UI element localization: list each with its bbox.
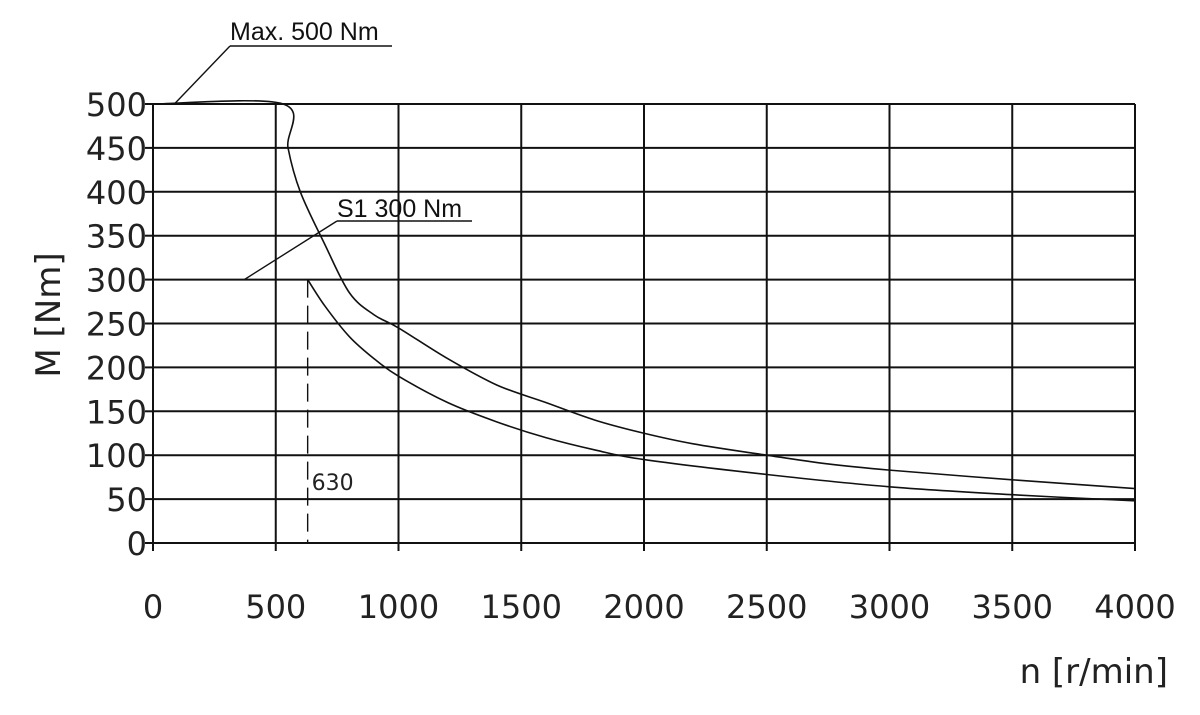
y-tick-label: 300 bbox=[86, 262, 147, 300]
y-tick-label: 150 bbox=[86, 393, 147, 431]
y-tick-label: 350 bbox=[86, 218, 147, 256]
y-tick-label: 0 bbox=[127, 525, 147, 563]
y-tick-label: 50 bbox=[106, 481, 147, 519]
x-tick-label: 1000 bbox=[358, 588, 439, 626]
y-tick-label: 450 bbox=[86, 130, 147, 168]
x-tick-label: 1500 bbox=[481, 588, 562, 626]
annotation-max-torque: Max. 500 Nm bbox=[230, 18, 379, 46]
y-tick-label: 200 bbox=[86, 349, 147, 387]
x-tick-label: 3000 bbox=[849, 588, 930, 626]
grid bbox=[145, 103, 1136, 551]
x-tick-label: 4000 bbox=[1094, 588, 1175, 626]
x-tick-label: 500 bbox=[245, 588, 306, 626]
x-tick-label: 2500 bbox=[726, 588, 807, 626]
annotation-leader bbox=[173, 45, 231, 105]
y-tick-label: 100 bbox=[86, 437, 147, 475]
annotations: Max. 500 Nm S1 300 Nm 630 bbox=[173, 18, 472, 543]
max-torque-curve bbox=[152, 99, 1136, 490]
annotation-s1-torque: S1 300 Nm bbox=[337, 195, 462, 223]
annotation-rated-speed: 630 bbox=[312, 471, 354, 496]
y-tick-label: 250 bbox=[86, 306, 147, 344]
tick-labels: 0 500 1000 1500 2000 2500 3000 3500 4000 0 50 100 15… bbox=[86, 86, 1176, 626]
y-axis-label: M [Nm] bbox=[29, 252, 69, 377]
annotation-leader bbox=[243, 220, 338, 281]
y-tick-label: 400 bbox=[86, 174, 147, 212]
y-tick-label: 500 bbox=[86, 86, 147, 124]
curves bbox=[152, 99, 1136, 502]
x-tick-label: 2000 bbox=[603, 588, 684, 626]
x-tick-label: 0 bbox=[143, 588, 163, 626]
s1-torque-curve bbox=[306, 279, 1136, 502]
x-tick-label: 3500 bbox=[972, 588, 1053, 626]
x-axis-label: n [r/min] bbox=[1020, 652, 1168, 692]
